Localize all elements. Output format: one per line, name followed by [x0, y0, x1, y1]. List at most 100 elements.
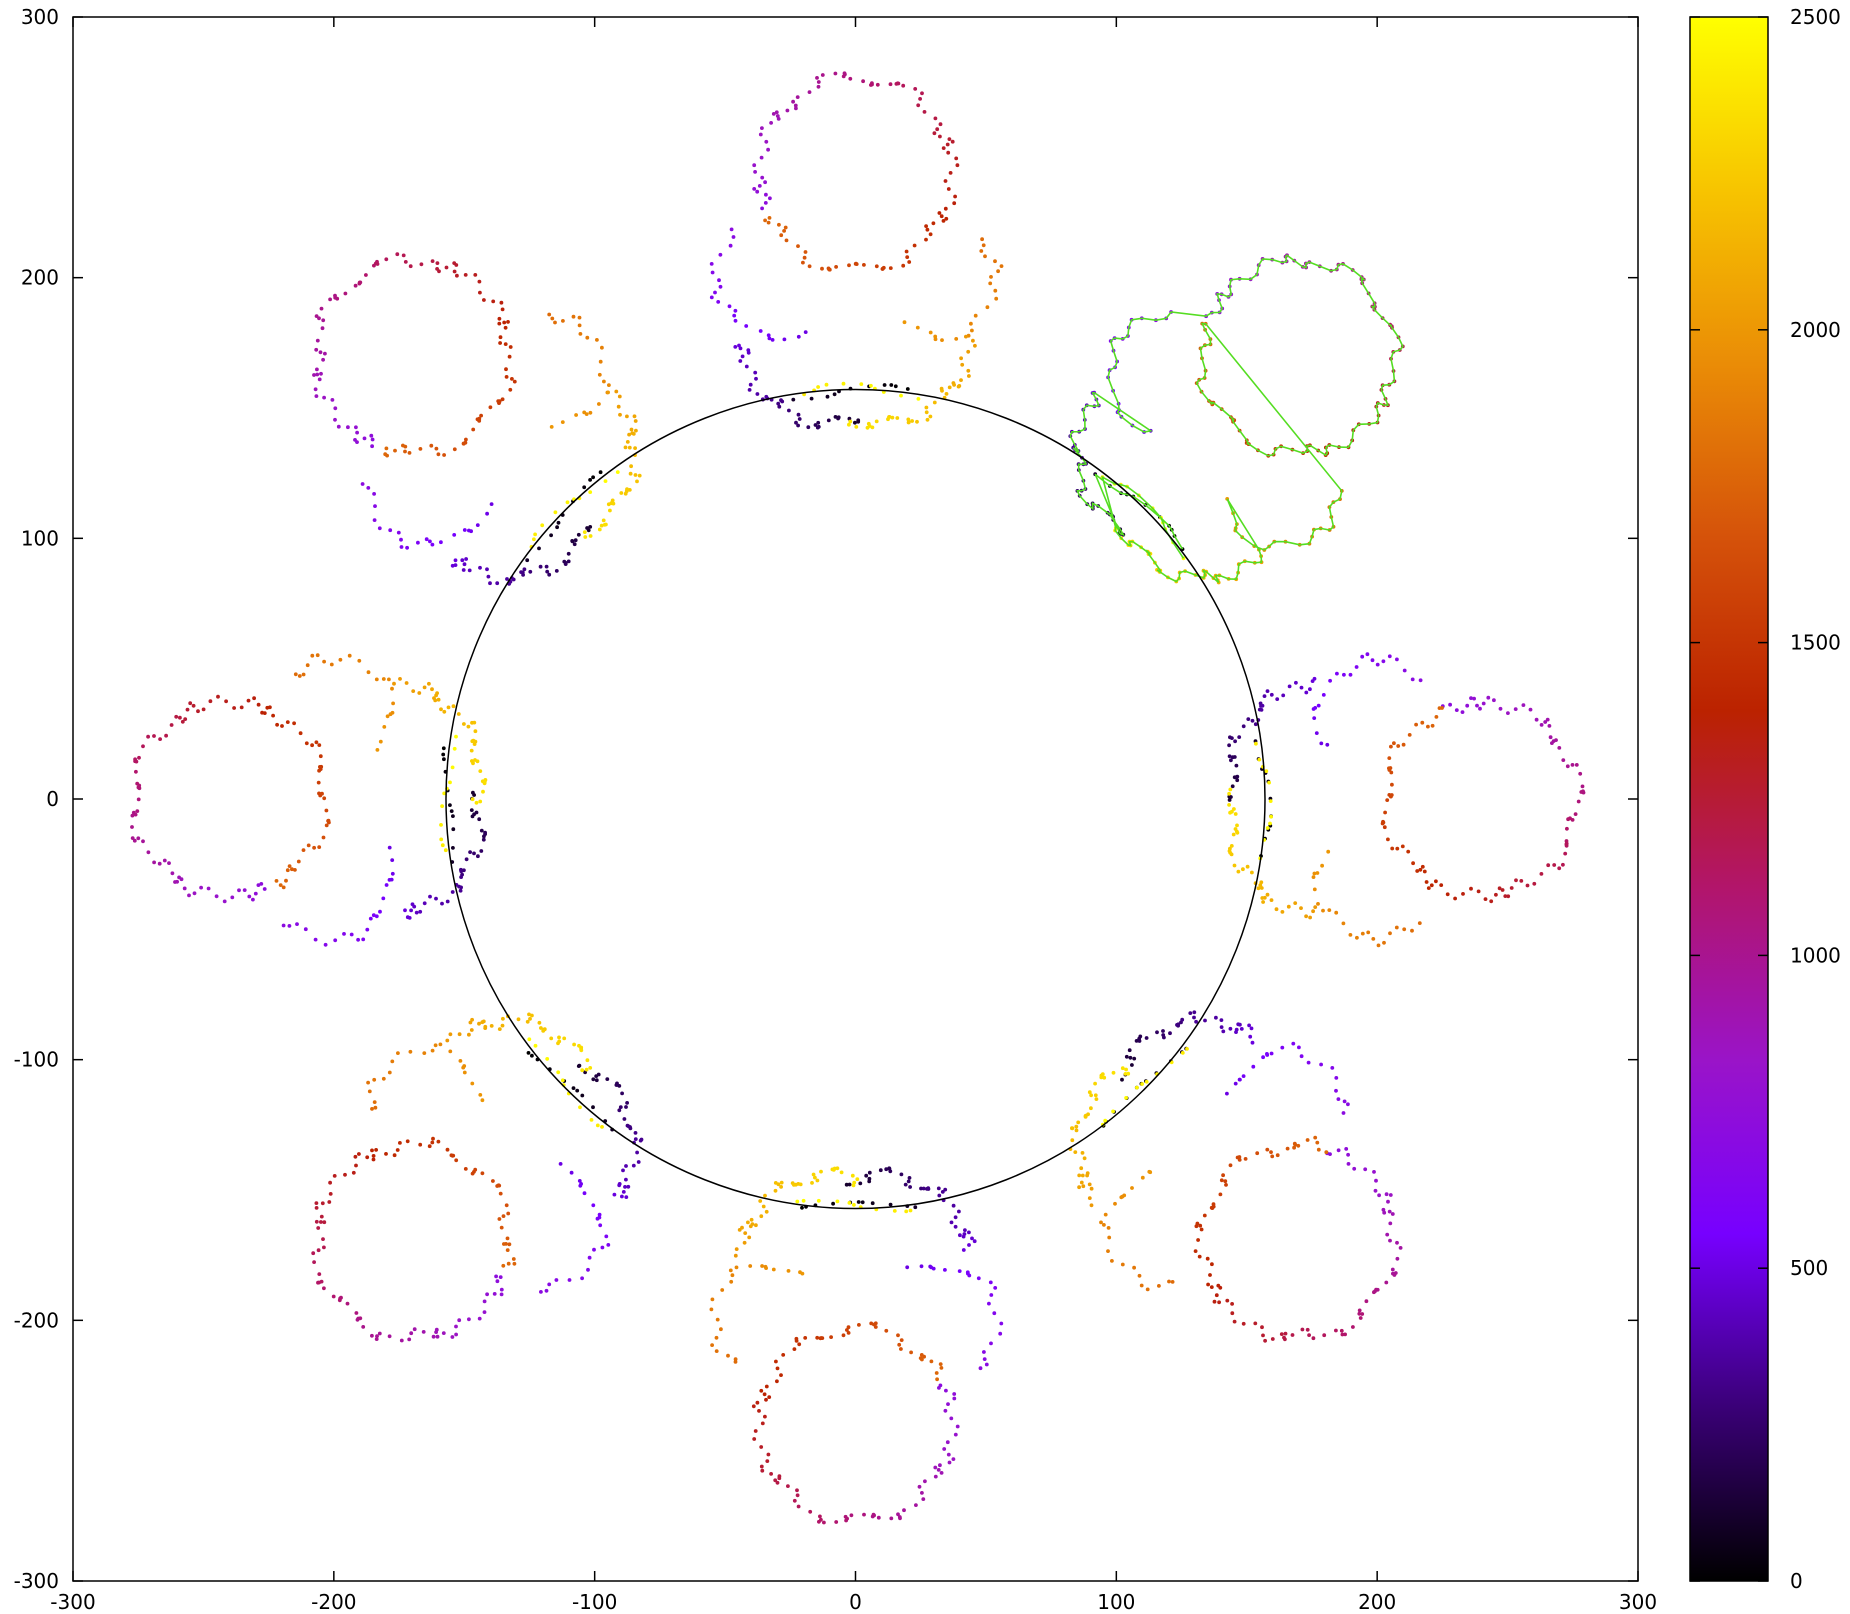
data-point [773, 1188, 778, 1193]
data-point [506, 320, 510, 324]
data-point [1106, 1226, 1111, 1230]
data-point [478, 290, 482, 295]
data-point [479, 849, 484, 853]
y-tick-label: 100 [21, 526, 59, 550]
data-point [905, 1265, 910, 1270]
data-point [972, 1239, 977, 1244]
data-point [967, 1243, 971, 1247]
data-point [905, 387, 910, 391]
data-point [374, 1148, 378, 1152]
data-point [865, 425, 870, 430]
data-point [130, 825, 134, 829]
data-point [760, 1421, 765, 1426]
data-point [744, 324, 749, 328]
data-point [951, 1457, 956, 1461]
data-point [372, 518, 377, 522]
colorbar-tick-label: 0 [1790, 1569, 1803, 1593]
data-point [479, 828, 484, 833]
data-point [588, 1066, 593, 1070]
data-point [455, 273, 459, 278]
data-point [1401, 742, 1406, 747]
data-point [921, 1186, 926, 1191]
data-point [396, 530, 401, 535]
data-point [366, 1080, 370, 1085]
data-point [454, 734, 458, 739]
data-point [461, 441, 466, 446]
data-point [354, 425, 358, 430]
data-point [306, 843, 311, 848]
data-point [372, 1077, 377, 1082]
data-point [595, 1123, 600, 1128]
data-point [1210, 1262, 1214, 1267]
data-point [782, 229, 786, 233]
data-point [297, 674, 302, 678]
data-point [407, 1337, 412, 1342]
data-point [1232, 863, 1237, 868]
data-point [763, 201, 768, 205]
data-point [1299, 685, 1304, 690]
data-point [333, 938, 338, 943]
data-point [766, 1452, 771, 1457]
data-point [901, 83, 906, 88]
data-point [1260, 896, 1265, 900]
data-point [946, 1402, 950, 1406]
data-point [230, 895, 235, 900]
data-point [1070, 1126, 1074, 1131]
data-point [928, 330, 933, 335]
data-point [408, 264, 413, 269]
data-point [497, 316, 502, 321]
data-point [512, 379, 517, 384]
data-point [478, 799, 483, 804]
data-point [364, 273, 368, 277]
data-point [1534, 717, 1539, 722]
data-point [850, 1173, 855, 1178]
data-point [1381, 659, 1386, 664]
data-point [912, 243, 917, 248]
data-point [620, 1091, 624, 1096]
data-point [1481, 701, 1486, 706]
data-point [328, 297, 332, 302]
data-point [604, 522, 608, 527]
data-point [137, 755, 141, 760]
data-point [1228, 1163, 1233, 1168]
data-point [734, 1247, 739, 1251]
data-point [809, 396, 814, 401]
data-point [815, 1178, 820, 1183]
data-point [597, 372, 602, 377]
data-point [607, 383, 611, 387]
data-point [902, 320, 907, 325]
data-point [1300, 1327, 1305, 1332]
data-point [731, 235, 736, 239]
data-point [908, 1185, 912, 1189]
data-point [622, 1117, 627, 1121]
data-point [1319, 1062, 1323, 1067]
data-point [1434, 715, 1439, 719]
data-point [831, 1168, 836, 1172]
data-point [216, 694, 220, 699]
data-point [1383, 810, 1387, 815]
data-point [547, 572, 552, 577]
data-point [408, 1049, 413, 1054]
data-point [377, 1331, 382, 1336]
data-point [1192, 1010, 1197, 1015]
data-point [471, 761, 475, 766]
data-point [381, 677, 386, 681]
data-point [624, 1177, 628, 1182]
data-point [620, 1194, 624, 1199]
data-point [1180, 1051, 1185, 1055]
data-point [578, 332, 583, 336]
data-point [633, 473, 638, 477]
data-point [422, 901, 427, 906]
data-point [873, 1325, 878, 1329]
data-point [945, 142, 950, 147]
data-point [889, 1516, 894, 1521]
data-point [916, 397, 921, 401]
data-point [321, 318, 326, 323]
data-point [946, 150, 951, 155]
plot-background [73, 17, 1638, 1581]
data-point [1253, 722, 1258, 727]
data-point [1476, 889, 1481, 894]
data-point [779, 1180, 784, 1185]
data-point [554, 1278, 559, 1282]
data-point [935, 127, 940, 132]
